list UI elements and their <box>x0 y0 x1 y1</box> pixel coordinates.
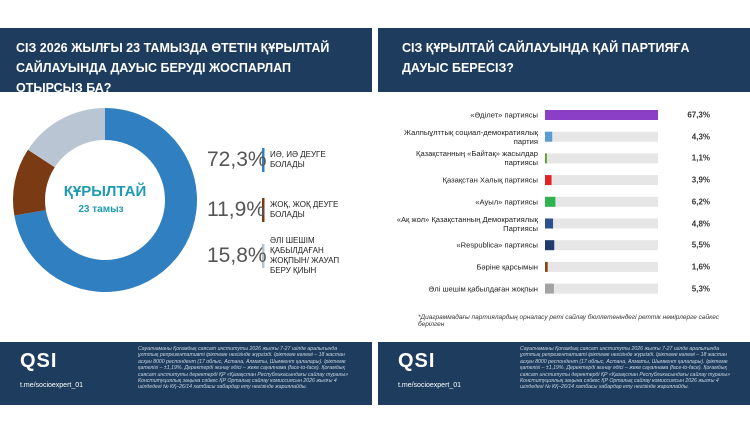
bar-track <box>545 196 658 207</box>
bar <box>545 240 555 251</box>
left-footer: QSI t.me/socioexpert_01 Сауалнаманы Қоға… <box>0 342 372 405</box>
bar <box>545 110 658 120</box>
category-label: Қазақстанның «Байтақ» жасылдар партиясы <box>416 149 538 168</box>
bar-track <box>545 175 658 186</box>
category-label: «Respublica» партиясы <box>456 240 538 250</box>
category-label: «Әділет» партиясы <box>470 110 538 120</box>
category-label: «Ақ жол» Қазақстанның Демократиялық Парт… <box>396 214 538 233</box>
donut-segment <box>12 149 55 216</box>
value-label: 6,2% <box>691 197 710 207</box>
legend-swatch <box>262 244 265 268</box>
method-note: Сауалнаманы Қоғамдық саясат институты 20… <box>138 346 349 391</box>
bar-track <box>545 218 658 229</box>
bar-track <box>545 131 658 142</box>
annotation: *Диаграммадағы партиялардың орналасу рет… <box>418 314 720 328</box>
bar-track <box>545 261 658 272</box>
value-label: 4,8% <box>691 219 710 228</box>
bar <box>545 218 554 229</box>
value-label: 5,3% <box>691 284 710 294</box>
category-label: Жалпыұлттық социал-демократиялық партия <box>403 127 538 146</box>
bar <box>545 153 547 164</box>
category-label: Қазақстан Халық партиясы <box>442 175 538 185</box>
value-label: 11,9% <box>207 198 265 221</box>
value-label: 72,3% <box>207 148 267 171</box>
category-label: «Ауыл» партиясы <box>475 197 538 207</box>
logo: QSI <box>398 350 436 372</box>
legend-swatch <box>262 148 265 172</box>
center-subtitle: 23 тамыз <box>78 204 123 215</box>
value-label: 4,3% <box>691 132 710 142</box>
bar <box>545 196 556 207</box>
legend-label: ИӘ, ИӘ ДЕУГЕ БОЛАДЫ <box>270 150 326 169</box>
donut-segment <box>14 108 198 293</box>
donut-segment <box>27 108 106 168</box>
value-label: 3,9% <box>691 175 710 185</box>
value-label: 67,3% <box>687 110 710 120</box>
bar <box>545 261 548 272</box>
bar-track <box>545 153 658 164</box>
left-header: СІЗ 2026 ЖЫЛҒЫ 23 ТАМЫЗДА ӨТЕТІН ҚҰРЫЛТА… <box>0 28 372 95</box>
legend-swatch <box>262 198 265 222</box>
bar-track <box>545 240 658 251</box>
link: t.me/socioexpert_01 <box>20 382 84 389</box>
value-label: 15,8% <box>207 244 267 267</box>
value-label: 1,6% <box>691 262 710 272</box>
value-label: 1,1% <box>691 153 710 163</box>
legend-label: ӘЛІ ШЕШІМ ҚАБЫЛДАҒАН ЖОҚПЫН/ ЖАУАП БЕРУ … <box>270 236 340 275</box>
bar-track <box>545 283 658 294</box>
center-title: ҚҰРЫЛТАЙ <box>64 182 147 200</box>
chart-canvas: ҚҰРЫЛТАЙ 23 тамыз <box>12 108 658 294</box>
bar <box>545 131 553 142</box>
legend-label: ЖОҚ, ЖОҚ ДЕУГЕ БОЛАДЫ <box>270 200 339 219</box>
right-header: СІЗ ҚҰРЫЛТАЙ САЙЛАУЫНДА ҚАЙ ПАРТИЯҒА ДАУ… <box>378 28 750 92</box>
method-note: Сауалнаманы Қоғамдық саясат институты 20… <box>520 346 731 391</box>
right-footer: QSI t.me/socioexpert_01 Сауалнаманы Қоға… <box>378 342 750 405</box>
category-label: Әлі шешім қабылдаған жоқпын <box>428 284 539 294</box>
category-label: Бәріне қарсымын <box>476 262 538 272</box>
link: t.me/socioexpert_01 <box>398 382 462 389</box>
logo: QSI <box>20 350 58 372</box>
value-label: 5,5% <box>691 240 710 250</box>
bar <box>545 283 554 294</box>
bar <box>545 175 552 186</box>
